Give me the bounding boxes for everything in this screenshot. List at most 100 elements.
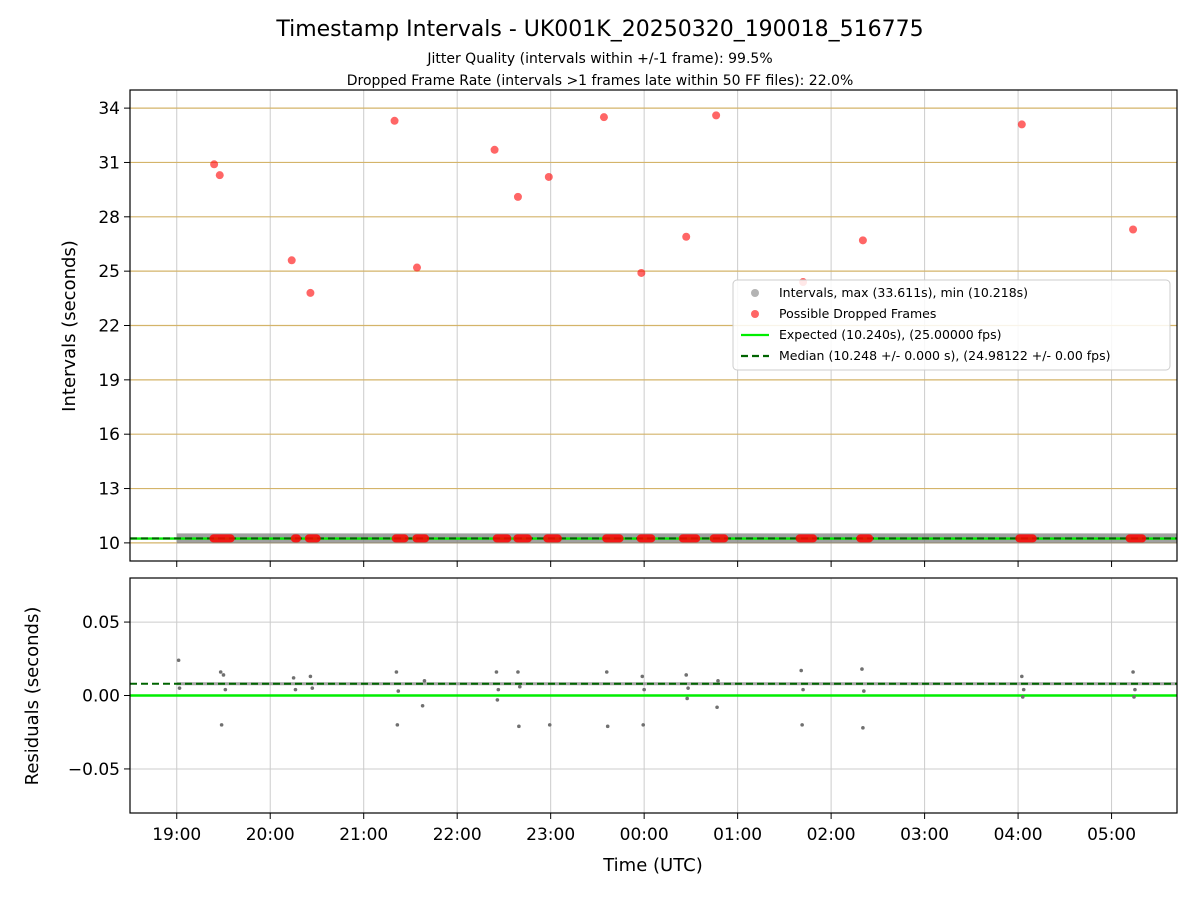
residual-point xyxy=(684,673,689,677)
dropped-frames-cluster xyxy=(543,534,562,543)
legend: Intervals, max (33.611s), min (10.218s) … xyxy=(732,279,1171,371)
intervals-y-tick-label: 22 xyxy=(98,317,120,337)
residual-point xyxy=(1131,670,1135,674)
dropped-frame-point xyxy=(1017,120,1026,129)
residuals-panel: 19:00 20:00 21:00 22:00 23:00 00:00 01:00 02:00… xyxy=(22,577,1178,876)
residual-point xyxy=(218,670,223,674)
residual-point xyxy=(420,703,425,708)
dropped-frames-cluster xyxy=(856,534,874,543)
time-x-tick-label: 05:00 xyxy=(1087,825,1136,845)
residual-point xyxy=(641,723,646,727)
dropped-frames-cluster xyxy=(602,534,624,543)
residual-point xyxy=(1133,687,1137,692)
dropped-frames-cluster xyxy=(636,534,656,543)
residual-point xyxy=(310,686,315,690)
residual-point xyxy=(862,689,866,693)
residual-point xyxy=(221,673,226,677)
chart-subtitle-dropped-rate: Dropped Frame Rate (intervals >1 frames … xyxy=(347,73,854,89)
residual-point xyxy=(291,676,296,680)
dropped-frame-point xyxy=(544,172,553,181)
residual-point xyxy=(716,679,720,683)
dropped-frame-point xyxy=(390,116,399,125)
chart-subtitle-jitter: Jitter Quality (intervals within +/-1 fr… xyxy=(426,51,772,67)
residuals-band xyxy=(176,682,1177,686)
residual-point xyxy=(219,723,224,727)
residual-point xyxy=(1020,695,1025,699)
time-x-tick-label: 00:00 xyxy=(620,825,669,845)
residual-point xyxy=(860,667,864,671)
residual-point xyxy=(800,723,804,727)
legend-dropped-label: Possible Dropped Frames xyxy=(779,306,936,321)
residual-point xyxy=(223,687,228,692)
dropped-frames-cluster xyxy=(412,534,430,543)
dropped-frames-cluster xyxy=(709,534,729,543)
time-x-tick-label: 19:00 xyxy=(152,825,201,845)
residual-point xyxy=(176,658,181,663)
dropped-frames-cluster xyxy=(304,534,321,543)
residual-point xyxy=(685,696,689,701)
residual-point xyxy=(495,698,500,702)
intervals-y-axis: 10 13 16 19 22 25 28 31 34 xyxy=(98,99,1113,567)
residual-point xyxy=(799,668,804,673)
dropped-frame-point xyxy=(599,113,608,122)
residual-point xyxy=(686,686,690,690)
intervals-data xyxy=(130,111,1177,544)
residual-point xyxy=(494,670,499,674)
dropped-frame-point xyxy=(490,145,499,154)
intervals-y-tick-label: 16 xyxy=(98,425,120,445)
dropped-frames-cluster xyxy=(678,534,701,543)
dropped-frame-point xyxy=(412,263,421,272)
dropped-frame-point xyxy=(306,288,315,297)
dropped-frames-cluster xyxy=(290,534,302,543)
residual-point xyxy=(177,686,182,690)
time-x-tick-label: 02:00 xyxy=(807,825,856,845)
intervals-y-tick-label: 25 xyxy=(98,262,120,282)
residual-point xyxy=(1020,674,1024,679)
dropped-frames-cluster xyxy=(513,534,532,543)
residual-point xyxy=(861,726,865,730)
residual-point xyxy=(394,670,399,674)
time-x-tick-label: 01:00 xyxy=(713,825,762,845)
dropped-frame-point xyxy=(858,236,867,245)
residuals-y-tick-label: 0.00 xyxy=(82,687,120,707)
residual-point xyxy=(395,723,400,727)
residual-point xyxy=(396,689,401,693)
intervals-y-axis-label: Intervals (seconds) xyxy=(59,240,80,412)
residual-point xyxy=(640,674,645,679)
intervals-y-tick-label: 10 xyxy=(98,534,120,554)
dropped-frame-point xyxy=(682,232,691,241)
dropped-frame-point xyxy=(287,256,296,265)
residual-point xyxy=(293,687,298,692)
time-x-tick-label: 22:00 xyxy=(433,825,482,845)
dropped-frames-cluster xyxy=(209,534,235,543)
intervals-y-tick-label: 31 xyxy=(98,153,120,173)
time-x-tick-label: 20:00 xyxy=(246,825,295,845)
dropped-frames-cluster xyxy=(795,534,818,543)
residual-point xyxy=(605,724,610,729)
residuals-axes: 19:00 20:00 21:00 22:00 23:00 00:00 01:00 02:00… xyxy=(68,613,1136,845)
time-x-tick-label: 03:00 xyxy=(900,825,949,845)
dropped-frames-cluster xyxy=(1015,534,1037,543)
dropped-frames-cluster xyxy=(1125,534,1147,543)
residuals-y-tick-label: −0.05 xyxy=(68,760,120,780)
legend-median-label: Median (10.248 +/- 0.000 s), (24.98122 +… xyxy=(779,348,1110,363)
time-x-axis-label: Time (UTC) xyxy=(602,855,703,876)
residual-point xyxy=(308,674,313,679)
dropped-frame-point xyxy=(210,160,219,169)
residual-point xyxy=(1132,695,1136,699)
residual-point xyxy=(547,723,552,727)
residual-point xyxy=(516,670,520,674)
residual-point xyxy=(422,679,427,683)
residuals-data xyxy=(130,658,1177,730)
dropped-frame-point xyxy=(712,111,721,120)
legend-expected-label: Expected (10.240s), (25.00000 fps) xyxy=(779,327,1001,342)
time-x-tick-label: 21:00 xyxy=(339,825,388,845)
residuals-y-tick-label: 0.05 xyxy=(82,613,120,633)
residual-point xyxy=(642,687,646,692)
dropped-frame-point xyxy=(513,192,522,201)
time-x-tick-label: 04:00 xyxy=(994,825,1043,845)
residual-point xyxy=(1021,687,1026,692)
intervals-y-tick-label: 28 xyxy=(98,208,120,228)
legend-intervals-marker xyxy=(751,289,759,297)
